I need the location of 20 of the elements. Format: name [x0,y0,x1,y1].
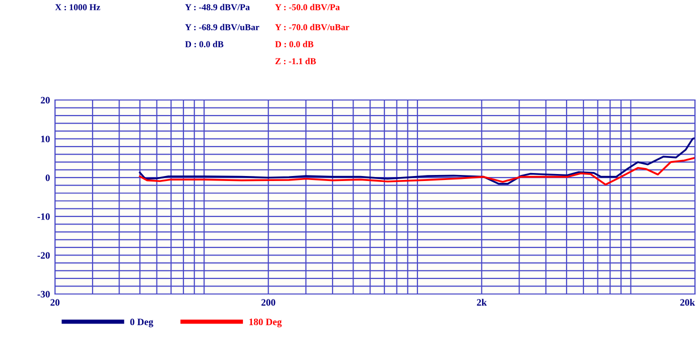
x-tick-label: 2k [476,298,487,306]
text: 180 Deg [249,318,282,328]
text: 0 Deg [130,318,154,328]
x-tick-label: 20 [50,299,60,306]
y-tick-label: 0 [46,174,50,182]
x-tick-label: 200 [261,299,276,306]
y-tick-label: 20 [40,96,50,104]
x-tick-label: 20k [680,298,695,306]
text: Y : -50.0 dBV/Pa [275,4,340,10]
text: Y : -48.9 dBV/Pa [185,4,250,10]
y-tick-label: 10 [41,136,50,142]
text: Y : -70.0 dBV/uBar [275,24,350,30]
y-tick-label: -30 [38,290,50,298]
text: D : 0.0 dB [275,40,314,48]
y-tick-label: -20 [38,252,50,259]
text: Z : -1.1 dB [275,58,316,64]
text: Y : -68.9 dBV/uBar [185,24,260,30]
text: X : 1000 Hz [55,4,100,10]
text: D : 0.0 dB [185,40,224,48]
y-tick-label: -10 [38,213,50,220]
